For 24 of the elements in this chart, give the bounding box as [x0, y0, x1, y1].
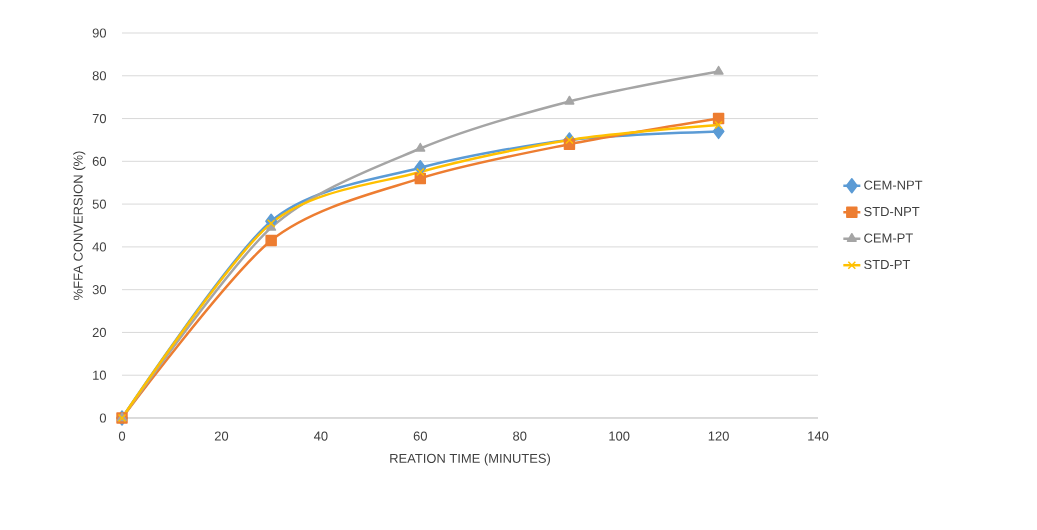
x-tick-label: 100 [609, 431, 630, 441]
y-tick-label: 40 [92, 242, 107, 252]
y-axis-title: %FFA CONVERSION (%) [73, 151, 86, 300]
y-tick-label: 30 [92, 285, 107, 295]
legend-label: CEM-NPT [864, 180, 923, 190]
x-tick-label: 80 [513, 431, 527, 441]
x-tick-label: 60 [413, 431, 427, 441]
y-tick-label: 90 [92, 28, 107, 38]
legend-label: STD-NPT [864, 206, 920, 217]
x-tick-label: 140 [808, 431, 829, 441]
y-tick-label: 20 [92, 327, 107, 338]
legend-label: CEM-PT [864, 233, 913, 243]
y-tick-label: 80 [92, 71, 107, 81]
y-tick-label: 60 [92, 156, 107, 166]
y-tick-label: 50 [92, 199, 107, 209]
y-tick-label: 70 [92, 113, 107, 124]
y-tick-label: 0 [99, 413, 107, 423]
x-tick-label: 20 [214, 431, 229, 441]
x-axis-title: REATION TIME (MINUTES) [390, 453, 551, 466]
y-tick-label: 10 [93, 370, 107, 380]
x-tick-label: 40 [313, 431, 328, 441]
x-tick-label: 120 [708, 431, 729, 441]
x-tick-label: 0 [118, 431, 126, 441]
legend-label: STD-PT [864, 259, 911, 270]
